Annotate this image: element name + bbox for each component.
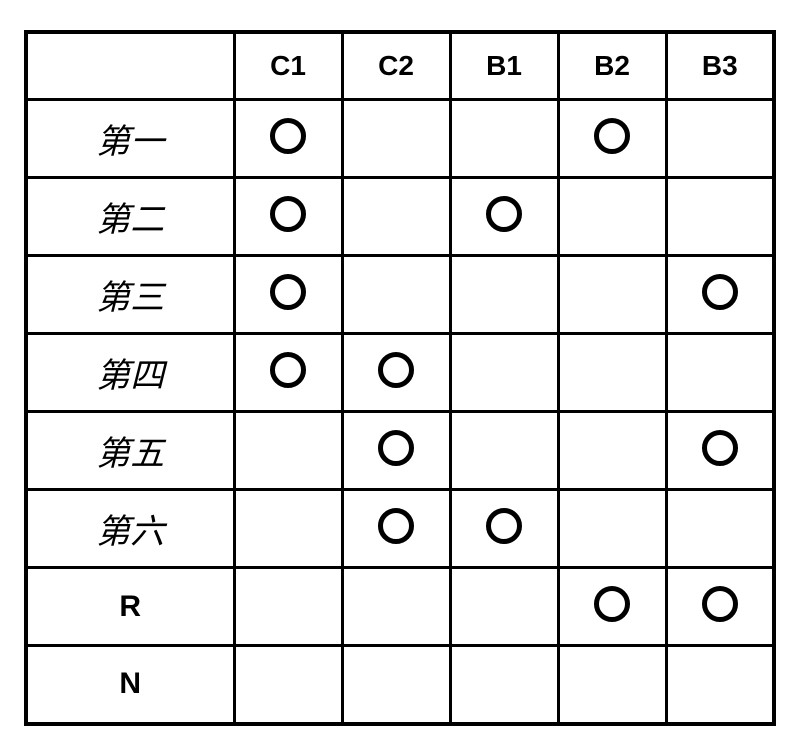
cell (450, 334, 558, 412)
cell (450, 100, 558, 178)
table-body: 第一第二第三第四第五第六RN (26, 100, 774, 724)
cell (558, 646, 666, 724)
cell (450, 568, 558, 646)
cell (342, 178, 450, 256)
circle-icon (486, 196, 522, 232)
cell (234, 100, 342, 178)
cell (666, 256, 774, 334)
table-row: N (26, 646, 774, 724)
row-label: 第二 (26, 178, 234, 256)
header-c1: C1 (234, 32, 342, 100)
cell (558, 100, 666, 178)
circle-icon (594, 586, 630, 622)
header-b2: B2 (558, 32, 666, 100)
circle-icon (270, 118, 306, 154)
header-b1: B1 (450, 32, 558, 100)
header-b3: B3 (666, 32, 774, 100)
row-label: 第一 (26, 100, 234, 178)
row-label: 第五 (26, 412, 234, 490)
row-label: N (26, 646, 234, 724)
table-row: 第一 (26, 100, 774, 178)
cell (234, 256, 342, 334)
row-label: 第六 (26, 490, 234, 568)
circle-icon (702, 274, 738, 310)
cell (234, 568, 342, 646)
cell (666, 568, 774, 646)
row-label: R (26, 568, 234, 646)
table-row: 第二 (26, 178, 774, 256)
cell (666, 334, 774, 412)
cell (450, 256, 558, 334)
cell (342, 490, 450, 568)
cell (666, 490, 774, 568)
cell (234, 646, 342, 724)
circle-icon (702, 586, 738, 622)
cell (558, 568, 666, 646)
header-blank (26, 32, 234, 100)
table-row: 第六 (26, 490, 774, 568)
cell (558, 178, 666, 256)
cell (558, 256, 666, 334)
circle-icon (270, 274, 306, 310)
table-row: 第三 (26, 256, 774, 334)
table-row: 第五 (26, 412, 774, 490)
cell (558, 334, 666, 412)
cell (666, 646, 774, 724)
cell (558, 490, 666, 568)
circle-icon (378, 508, 414, 544)
engagement-table: C1 C2 B1 B2 B3 第一第二第三第四第五第六RN (24, 30, 776, 726)
cell (342, 646, 450, 724)
circle-icon (270, 196, 306, 232)
row-label: 第四 (26, 334, 234, 412)
circle-icon (594, 118, 630, 154)
row-label: 第三 (26, 256, 234, 334)
header-c2: C2 (342, 32, 450, 100)
circle-icon (486, 508, 522, 544)
cell (234, 490, 342, 568)
cell (234, 334, 342, 412)
cell (450, 178, 558, 256)
cell (450, 646, 558, 724)
cell (342, 334, 450, 412)
cell (234, 178, 342, 256)
cell (342, 412, 450, 490)
table-row: 第四 (26, 334, 774, 412)
cell (450, 412, 558, 490)
cell (234, 412, 342, 490)
table: C1 C2 B1 B2 B3 第一第二第三第四第五第六RN (24, 30, 776, 726)
table-row: R (26, 568, 774, 646)
cell (666, 178, 774, 256)
circle-icon (702, 430, 738, 466)
circle-icon (270, 352, 306, 388)
cell (666, 412, 774, 490)
cell (666, 100, 774, 178)
header-row: C1 C2 B1 B2 B3 (26, 32, 774, 100)
cell (450, 490, 558, 568)
cell (558, 412, 666, 490)
circle-icon (378, 430, 414, 466)
cell (342, 100, 450, 178)
cell (342, 256, 450, 334)
circle-icon (378, 352, 414, 388)
cell (342, 568, 450, 646)
